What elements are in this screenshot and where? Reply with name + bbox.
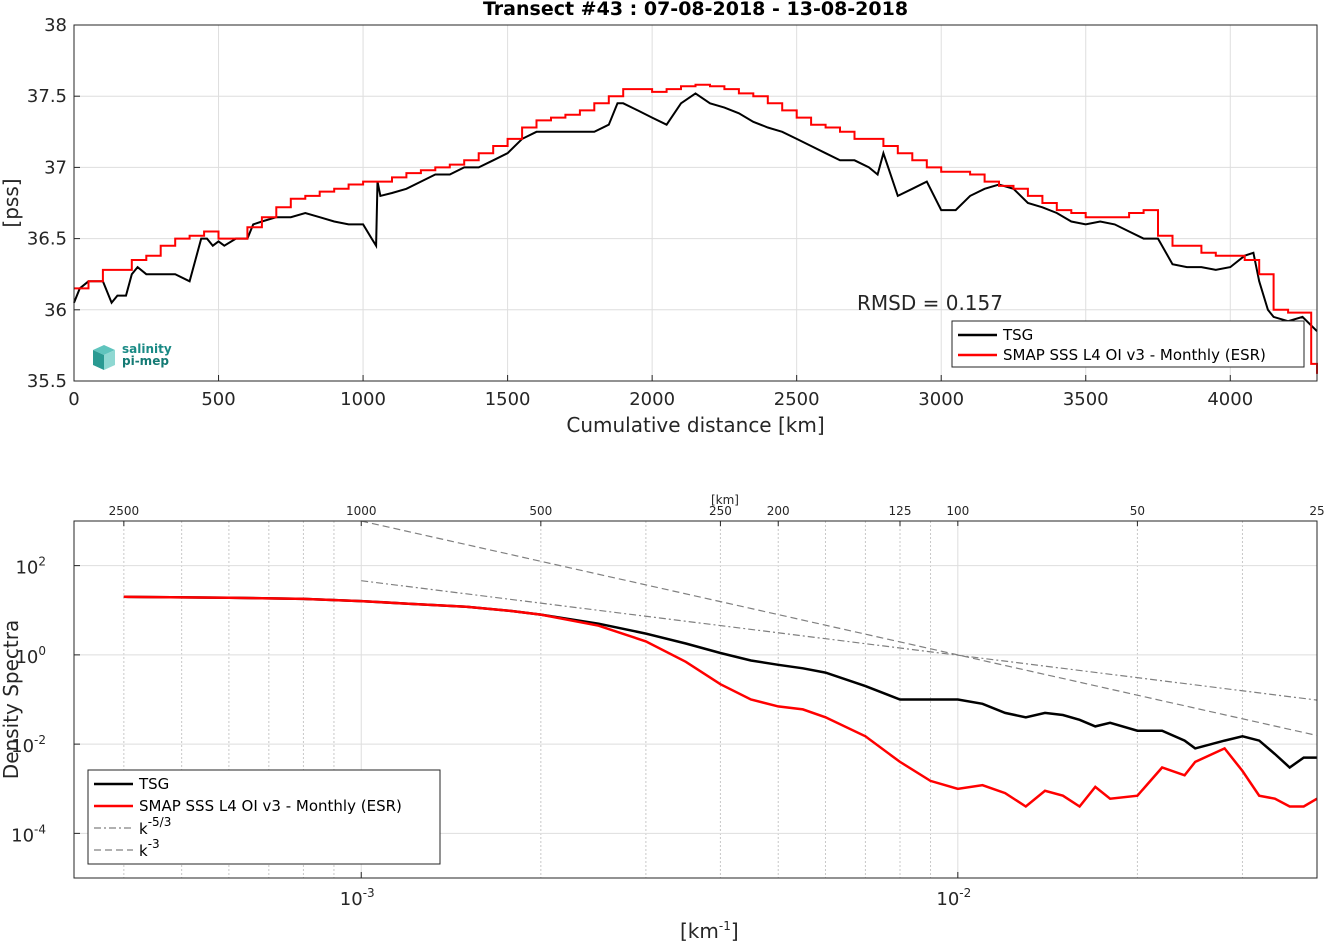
series-line <box>361 520 1318 737</box>
logo-line1: salinity <box>122 342 172 356</box>
y-tick-label: 10-4 <box>11 822 46 846</box>
y-tick-label: 37.5 <box>27 86 67 107</box>
x-tick-label: 1000 <box>340 389 386 410</box>
top-tick-label: 250 <box>709 504 732 518</box>
x-tick-label: 0 <box>68 389 79 410</box>
axes-box <box>73 520 1318 879</box>
x-tick-label: 500 <box>201 389 235 410</box>
legend-box <box>951 320 1305 368</box>
series-line-smap <box>74 83 1318 374</box>
legend-entry: TSG <box>1002 326 1033 344</box>
logo-cube-icon <box>93 345 115 370</box>
legend-entry: TSG <box>138 775 169 793</box>
salinity-pi-mep-logo: salinity pi-mep <box>90 342 180 374</box>
y-axis-label: Density Spectra <box>0 620 23 779</box>
top-tick-label: 1000 <box>346 504 377 518</box>
x-tick-label: 3500 <box>1063 389 1109 410</box>
y-tick-label: 36 <box>44 300 67 321</box>
x-tick-label: 2500 <box>774 389 820 410</box>
series-line-tsg <box>73 92 1318 332</box>
legend-entry: SMAP SSS L4 OI v3 - Monthly (ESR) <box>1003 346 1266 364</box>
top-tick-label: 50 <box>1130 504 1145 518</box>
legend-entry: k-5/3 <box>139 815 171 838</box>
legend-entry: SMAP SSS L4 OI v3 - Monthly (ESR) <box>139 797 402 815</box>
y-axis-label: [pss] <box>0 178 23 227</box>
x-axis-label: Cumulative distance [km] <box>566 413 824 437</box>
top-tick-label: 125 <box>889 504 912 518</box>
top-chart: 0 500 1000 1500 2000 2500 3000 3500 4000 35.5 36 36… <box>0 0 1318 437</box>
top-tick-label: 2500 <box>109 504 140 518</box>
y-tick-label: 100 <box>15 644 46 668</box>
y-tick-label: 102 <box>15 555 46 579</box>
top-axis-label: [km] <box>711 493 739 507</box>
y-tick-label: 38 <box>44 15 67 36</box>
x-tick-label: 10-2 <box>936 886 971 910</box>
top-tick-label: 25 <box>1309 504 1324 518</box>
x-tick-label: 1500 <box>485 389 531 410</box>
bottom-chart: 10-4 10-2 100 102 10-3 10-2 2500 1000 500 250 200 1… <box>0 493 1325 942</box>
x-tick-label: 2000 <box>629 389 675 410</box>
chart-title: Transect #43 : 07-08-2018 - 13-08-2018 <box>483 0 908 20</box>
y-tick-label: 35.5 <box>27 371 67 392</box>
legend-box <box>87 769 441 865</box>
axes-box <box>73 24 1318 382</box>
logo-line2: pi-mep <box>122 354 169 368</box>
series-line <box>123 595 1318 809</box>
top-tick-label: 500 <box>529 504 552 518</box>
rmsd-annotation: RMSD = 0.157 <box>857 291 1003 315</box>
top-tick-label: 100 <box>946 504 969 518</box>
y-tick-label: 36.5 <box>27 229 67 250</box>
y-tick-label: 37 <box>44 157 67 178</box>
x-tick-label: 10-3 <box>340 886 375 910</box>
series-line <box>361 580 1318 701</box>
x-tick-label: 3000 <box>918 389 964 410</box>
y-tick-label: 10-2 <box>11 733 46 757</box>
x-axis-label: [km-1] <box>680 919 739 942</box>
top-tick-label: 200 <box>767 504 790 518</box>
x-tick-label: 4000 <box>1207 389 1253 410</box>
legend-entry: k-3 <box>139 837 160 860</box>
